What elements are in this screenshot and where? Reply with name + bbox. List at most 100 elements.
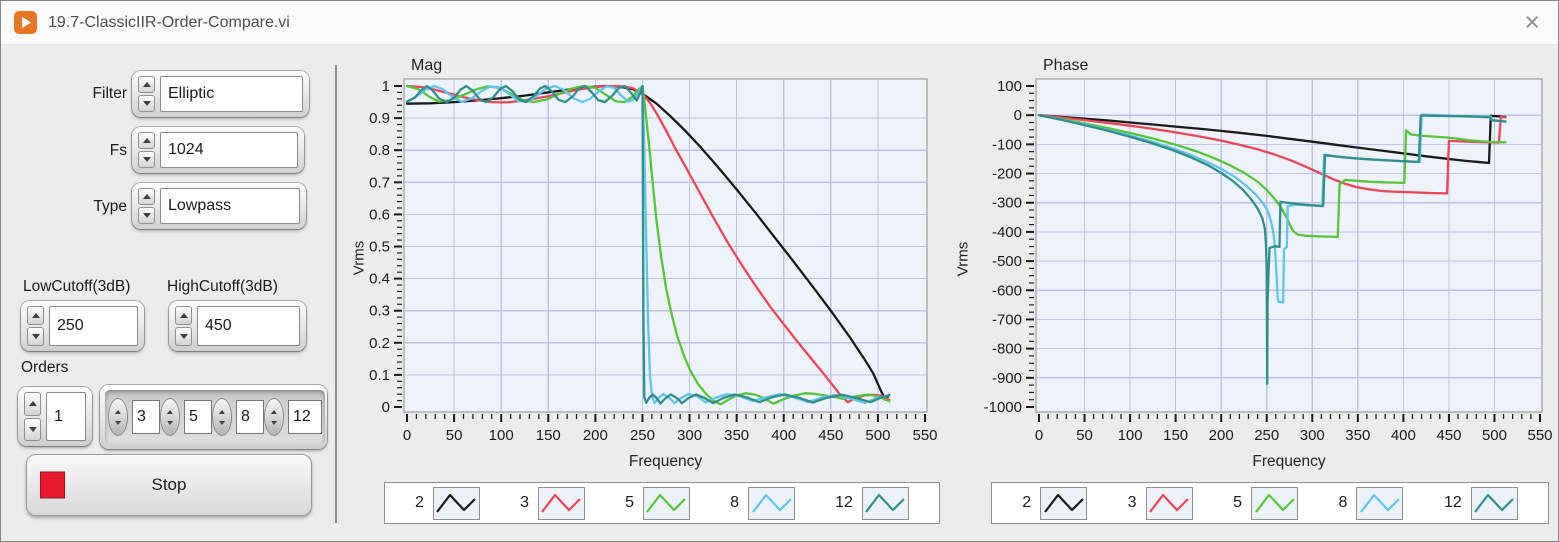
high-cutoff-value-field[interactable]: 450 (197, 306, 300, 346)
svg-text:250: 250 (1254, 427, 1279, 444)
type-spinner (138, 188, 155, 224)
legend-entry-5[interactable]: 5 (625, 486, 690, 520)
legend-entry-12[interactable]: 12 (1443, 486, 1518, 520)
panel-divider (335, 65, 337, 523)
svg-text:400: 400 (771, 427, 796, 444)
type-value-field[interactable]: Lowpass (160, 188, 300, 224)
spin-down-icon[interactable] (27, 327, 44, 346)
stop-button[interactable]: Stop (26, 454, 312, 516)
high-cutoff-label: HighCutoff(3dB) (167, 278, 278, 295)
phase-chart-title: Phase (1043, 57, 1089, 74)
spin-up-icon[interactable] (24, 392, 41, 416)
line-sample-icon (861, 486, 909, 520)
svg-text:50: 50 (446, 427, 463, 444)
series-order-12 (405, 84, 891, 405)
legend-order-label: 12 (1443, 494, 1462, 511)
svg-text:450: 450 (1436, 427, 1461, 444)
spin-down-icon[interactable] (138, 95, 155, 112)
legend-entry-8[interactable]: 8 (1338, 486, 1404, 520)
orders-index-field[interactable]: 1 (46, 392, 86, 441)
svg-text:-500: -500 (992, 253, 1022, 270)
legend-order-label: 2 (1022, 494, 1032, 511)
legend-entry-3[interactable]: 3 (1127, 486, 1193, 520)
fs-value-field[interactable]: 1024 (160, 132, 298, 168)
line-sample-icon (1145, 486, 1193, 520)
mag-chart-title: Mag (411, 57, 443, 74)
svg-text:-700: -700 (992, 311, 1022, 328)
order-oval-spinner[interactable] (264, 398, 284, 436)
high-cutoff-spinner (175, 306, 192, 346)
order-oval-spinner[interactable] (160, 398, 180, 436)
spin-up-icon[interactable] (138, 132, 155, 149)
low-cutoff-value-field[interactable]: 250 (49, 306, 138, 346)
svg-text:0.8: 0.8 (369, 142, 390, 159)
spin-up-icon[interactable] (27, 306, 44, 325)
svg-text:50: 50 (1076, 427, 1093, 444)
legend-entry-5[interactable]: 5 (1233, 486, 1298, 520)
svg-text:-900: -900 (992, 370, 1022, 387)
svg-text:-1000: -1000 (984, 399, 1022, 416)
mag-plot-area: 0 50 100 150 200 250 300 350 400 450 500 550 1 0.9 0.8… (369, 78, 937, 444)
spin-down-icon[interactable] (175, 327, 192, 346)
order-value-field[interactable]: 5 (184, 400, 212, 434)
high-cutoff-control: 450 (169, 301, 306, 351)
low-cutoff-spinner (27, 306, 44, 346)
series-order-2 (405, 84, 891, 402)
svg-text:0: 0 (1035, 427, 1043, 444)
svg-text:200: 200 (583, 427, 608, 444)
legend-entry-8[interactable]: 8 (730, 486, 795, 520)
line-sample-icon (1470, 486, 1518, 520)
line-sample-icon (432, 486, 480, 520)
legend-entry-2[interactable]: 2 (1022, 486, 1088, 520)
order-value-field[interactable]: 8 (236, 400, 264, 434)
spin-down-icon[interactable] (24, 417, 41, 441)
svg-text:500: 500 (865, 427, 890, 444)
svg-text:0.6: 0.6 (369, 206, 390, 223)
series-order-5 (1037, 114, 1507, 239)
legend-entry-2[interactable]: 2 (415, 486, 480, 520)
svg-text:-300: -300 (992, 195, 1022, 212)
svg-text:0.9: 0.9 (369, 110, 390, 127)
svg-text:-200: -200 (992, 166, 1022, 183)
orders-label: Orders (21, 359, 69, 376)
svg-text:0.1: 0.1 (369, 367, 390, 384)
spin-down-icon[interactable] (138, 151, 155, 168)
svg-text:0.4: 0.4 (369, 271, 390, 288)
window-title: 19.7-ClassicIIR-Order-Compare.vi (48, 13, 290, 31)
svg-text:100: 100 (1118, 427, 1143, 444)
line-sample-icon (1356, 486, 1404, 520)
svg-text:0.7: 0.7 (369, 174, 390, 191)
close-button[interactable]: × (1524, 7, 1540, 37)
order-cell: 3 (108, 398, 160, 436)
labview-icon (14, 11, 37, 34)
legend-order-label: 3 (520, 494, 529, 511)
fs-label: Fs (109, 142, 127, 159)
svg-text:0: 0 (382, 399, 390, 416)
legend-order-label: 8 (1338, 494, 1348, 511)
spin-up-icon[interactable] (138, 76, 155, 93)
line-sample-icon (1251, 486, 1298, 520)
line-sample-icon (642, 486, 690, 520)
svg-text:550: 550 (912, 427, 937, 444)
svg-text:200: 200 (1209, 427, 1234, 444)
order-oval-spinner[interactable] (108, 398, 128, 436)
order-value-field[interactable]: 3 (132, 400, 160, 434)
order-oval-spinner[interactable] (212, 398, 232, 436)
line-sample-icon (748, 486, 795, 520)
spin-up-icon[interactable] (175, 306, 192, 325)
fs-control: 1024 (132, 127, 304, 173)
mag-legend: 2 3 5 8 12 (384, 482, 940, 524)
spin-down-icon[interactable] (138, 207, 155, 224)
phase-x-axis-label: Frequency (1252, 453, 1326, 470)
filter-value-field[interactable]: Elliptic (160, 76, 303, 112)
legend-entry-3[interactable]: 3 (520, 486, 585, 520)
svg-text:100: 100 (489, 427, 514, 444)
series-order-12 (1037, 114, 1507, 385)
legend-entry-12[interactable]: 12 (835, 486, 909, 520)
svg-text:0.3: 0.3 (369, 303, 390, 320)
spin-up-icon[interactable] (138, 188, 155, 205)
legend-order-label: 3 (1127, 494, 1137, 511)
svg-text:350: 350 (724, 427, 749, 444)
order-value-field[interactable]: 12 (288, 400, 322, 434)
